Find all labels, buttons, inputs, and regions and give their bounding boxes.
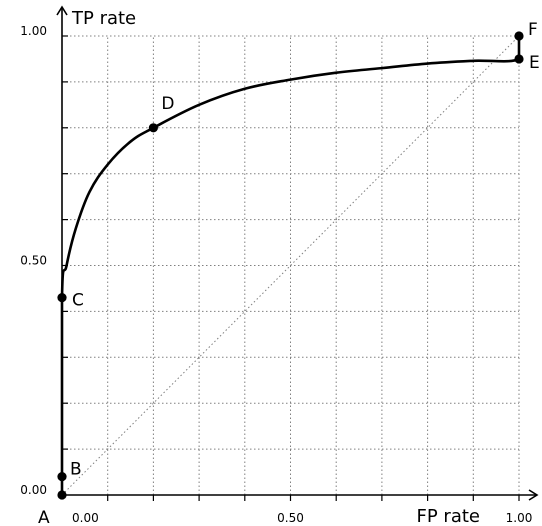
roc-point-e <box>514 54 524 64</box>
x-tick-label: 0.00 <box>72 511 99 525</box>
x-axis-arrow <box>528 489 539 501</box>
x-tick-label: 0.50 <box>277 511 304 525</box>
y-axis-title: TP rate <box>71 8 136 29</box>
x-tick-label: 1.00 <box>506 511 533 525</box>
roc-point-c <box>57 293 67 303</box>
y-tick-label: 0.50 <box>20 254 47 268</box>
grid <box>61 35 520 496</box>
roc-point-b <box>57 472 67 482</box>
axes <box>56 5 539 501</box>
tick-labels: 0.00 0.50 1.00 0.00 0.50 1.00 <box>20 24 532 525</box>
roc-point-label-c: C <box>72 291 84 311</box>
roc-point-label-e: E <box>529 53 540 73</box>
y-axis-arrow <box>56 5 68 16</box>
roc-point-label-f: F <box>528 20 538 40</box>
y-tick-label: 1.00 <box>20 24 47 38</box>
roc-point-label-b: B <box>70 460 82 480</box>
roc-point-f <box>514 31 524 41</box>
roc-curve <box>60 36 521 495</box>
y-tick-label: 0.00 <box>20 483 47 497</box>
roc-point-d <box>148 123 158 133</box>
roc-point-label-d: D <box>161 94 174 114</box>
roc-point-a <box>57 490 67 500</box>
tick-marks <box>62 35 520 501</box>
roc-points: A B C D EF <box>38 20 540 526</box>
roc-point-label-a: A <box>38 508 50 526</box>
roc-curve-group <box>60 36 521 495</box>
x-axis-title: FP rate <box>417 506 481 526</box>
